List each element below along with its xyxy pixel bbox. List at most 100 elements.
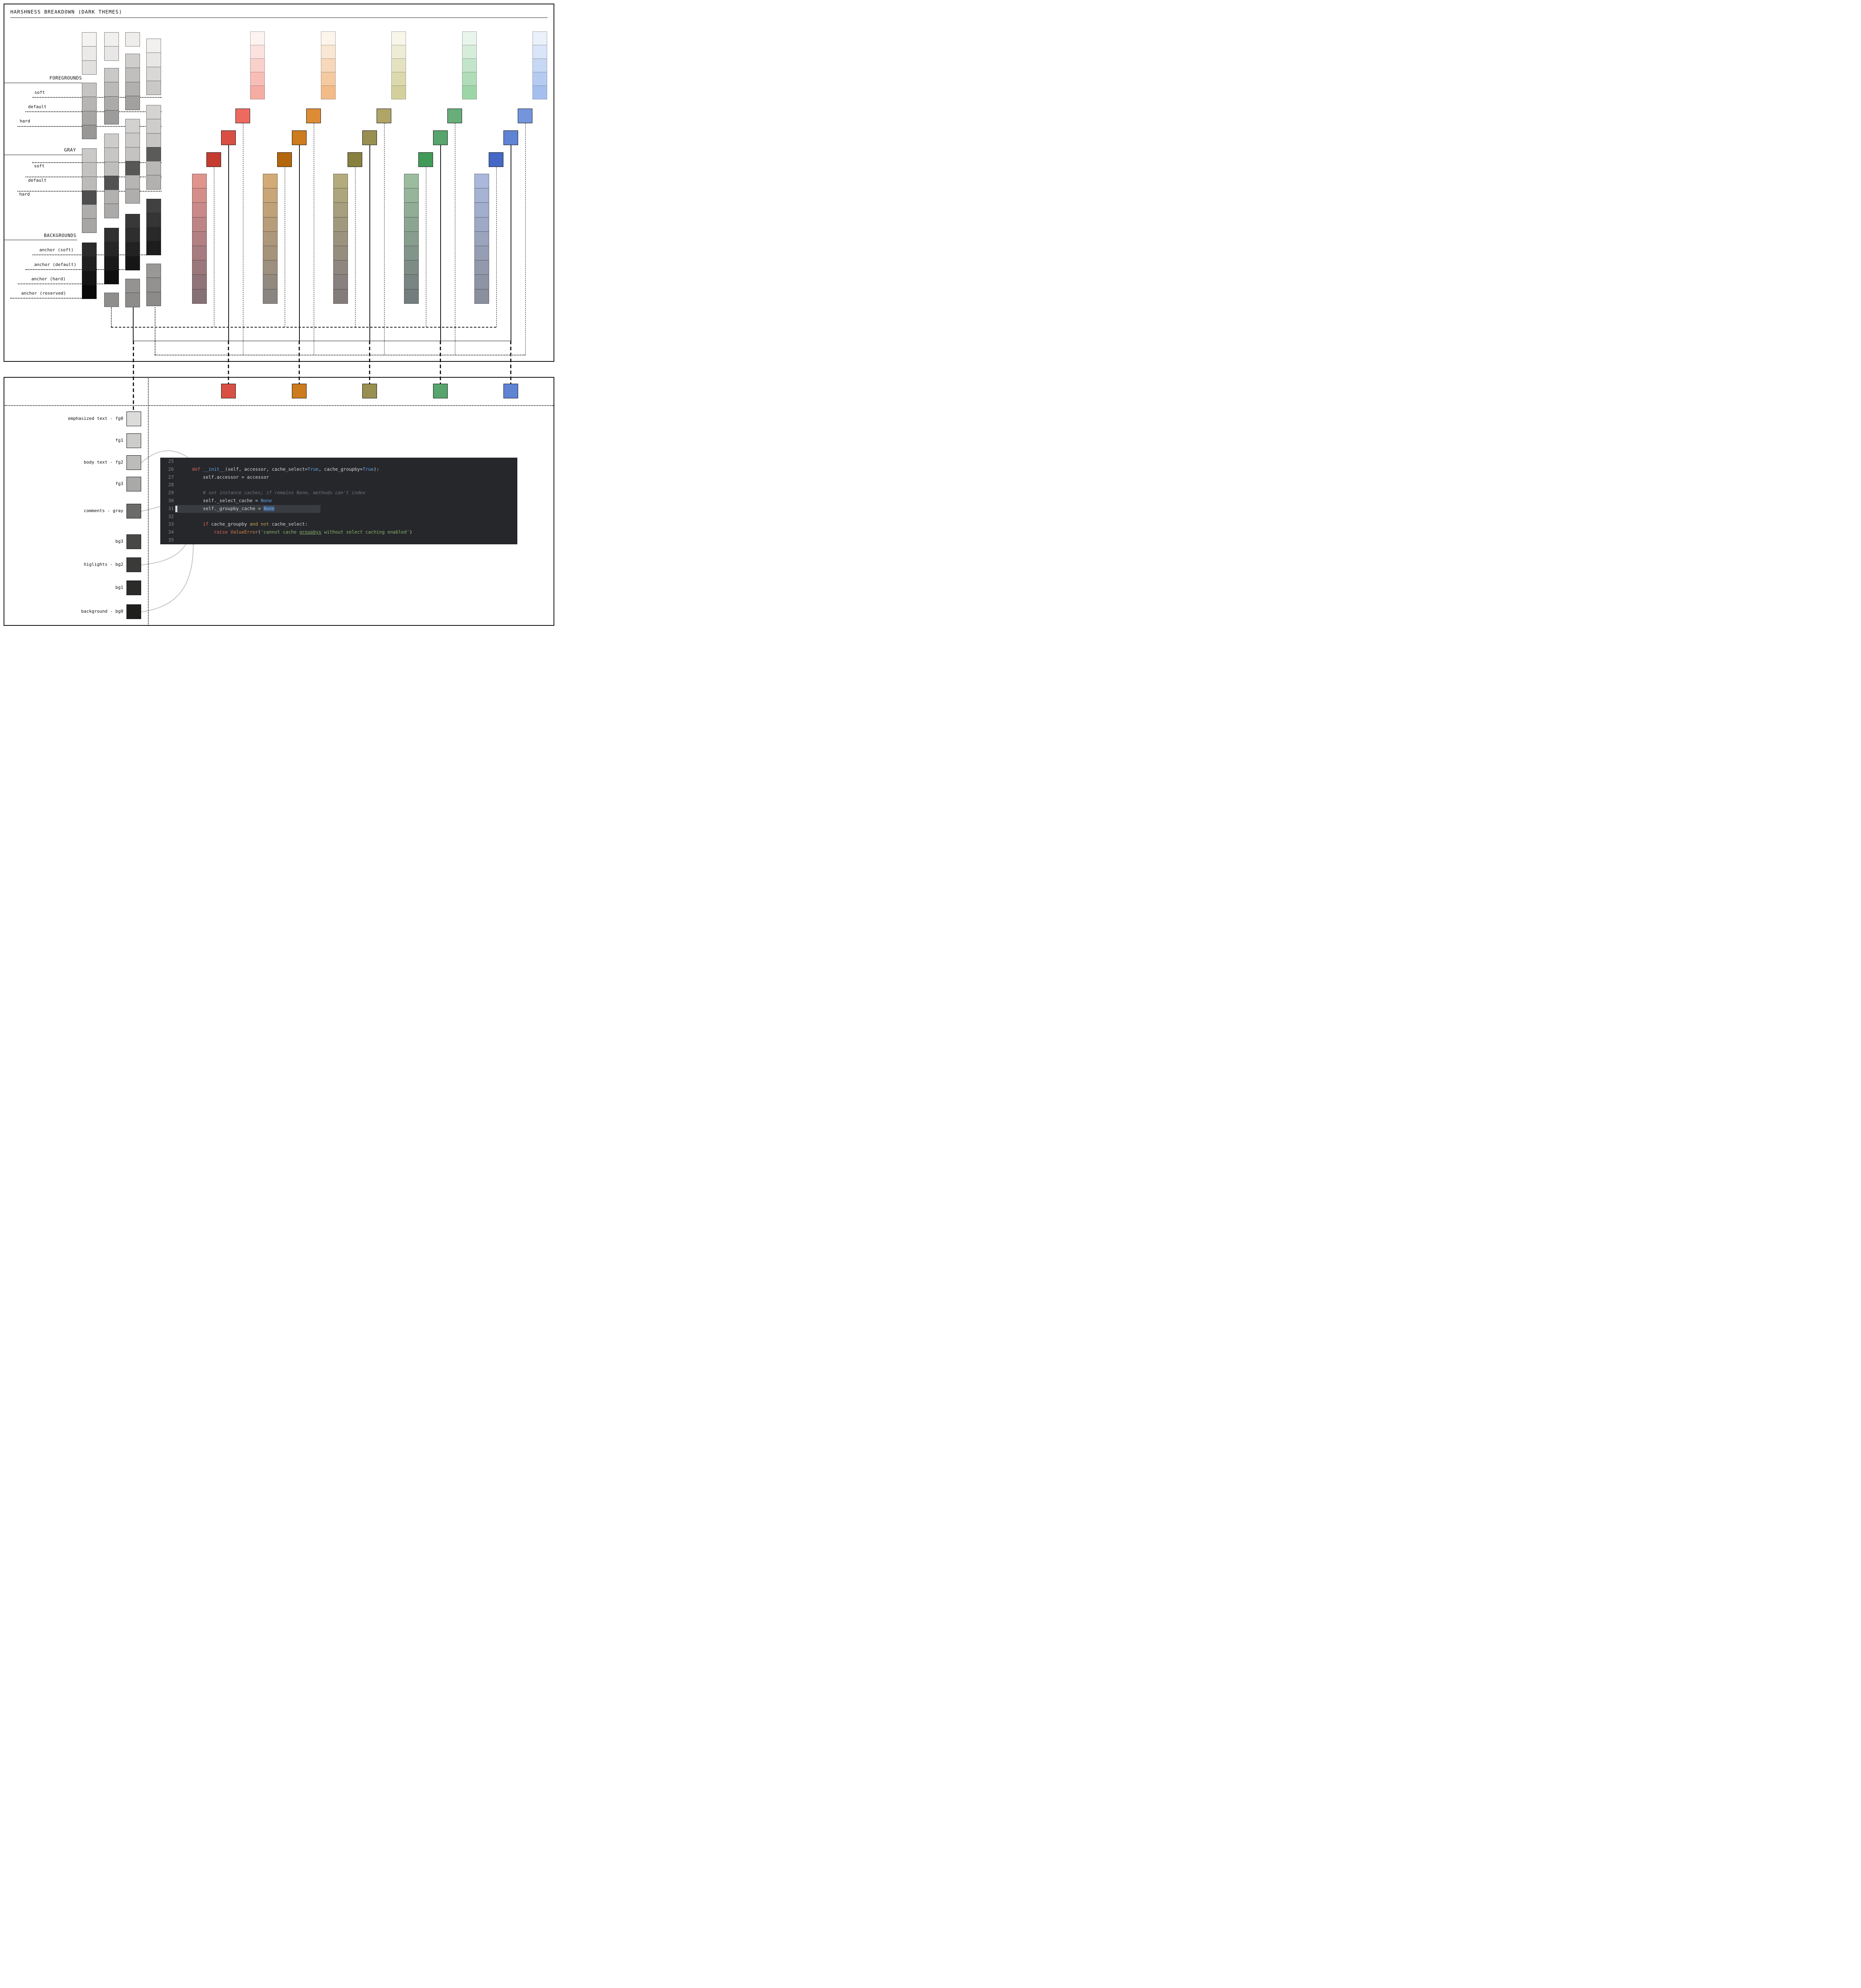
legend-label: higlights - bg2 — [84, 562, 123, 567]
gray-cell — [125, 256, 140, 271]
text-cursor — [175, 505, 177, 512]
pastel-cell — [391, 72, 406, 86]
gray-column-3-group — [125, 214, 140, 271]
gray-cell — [104, 204, 119, 218]
gray-column-3-group — [125, 279, 140, 307]
code-token: raise — [181, 529, 231, 535]
gray-cell — [146, 291, 161, 306]
code-token: cache_select: — [272, 521, 308, 527]
drop-default-dash-red — [228, 341, 229, 384]
gray-cell — [125, 54, 140, 68]
swatch-orange-default — [292, 130, 307, 145]
pastel-cell — [532, 72, 547, 86]
code-line: 32 — [160, 513, 517, 521]
gray-column-1-group — [82, 243, 97, 299]
gray-cell — [146, 161, 161, 176]
gray-cell — [104, 148, 119, 162]
gray-cell — [82, 204, 97, 219]
legend-swatch-fg3 — [126, 477, 141, 491]
pastel-ramp-blue — [532, 31, 547, 99]
swatch-blue-hard — [489, 152, 503, 167]
pastel-cell — [250, 85, 265, 99]
code-line: 25 — [160, 458, 517, 466]
pastel-cell — [462, 58, 477, 72]
code-line: 35 — [160, 536, 517, 544]
muted-cell — [474, 260, 489, 275]
legend-label: fg1 — [115, 438, 123, 443]
code-token: groupbys — [299, 529, 322, 535]
swatch-red-hard — [206, 152, 221, 167]
line-number: 25 — [168, 458, 174, 464]
section-header-gray: GRAY — [64, 147, 76, 153]
gray-col3-drop — [133, 307, 134, 341]
drop-default-dash-blue — [510, 341, 511, 384]
line-number: 32 — [168, 513, 174, 519]
muted-cell — [474, 289, 489, 304]
muted-cell — [474, 202, 489, 217]
gray-cell — [146, 227, 161, 241]
drop-hard-blue — [496, 167, 497, 327]
legend-swatch-bg2 — [126, 557, 141, 572]
muted-cell — [474, 231, 489, 246]
pastel-ramp-olive — [391, 31, 406, 99]
swatch-blue-soft — [518, 109, 532, 123]
code-line: 26 def __init__(self, accessor, cache_se… — [160, 466, 517, 474]
pastel-cell — [250, 45, 265, 59]
gray-cell — [146, 66, 161, 81]
muted-cell — [333, 231, 348, 246]
pastel-cell — [532, 58, 547, 72]
legend-swatch-fg1 — [126, 433, 141, 448]
code-token: , cache_groupby= — [319, 466, 363, 472]
gray-cell — [104, 134, 119, 148]
muted-cell — [404, 274, 419, 289]
code-token: None — [260, 497, 272, 503]
gray-cell — [82, 46, 97, 61]
bottom-swatch-olive — [362, 384, 377, 398]
pastel-cell — [462, 72, 477, 86]
gray-cell — [104, 32, 119, 47]
pastel-cell — [391, 45, 406, 59]
pastel-ramp-red — [250, 31, 265, 99]
gray-column-2-group — [104, 32, 119, 61]
bottom-swatch-blue — [503, 384, 518, 398]
page-title: HARSHNESS BREAKDOWN (DARK THEMES) — [10, 9, 122, 15]
gray-cell — [82, 270, 97, 285]
section-header-backgrounds: BACKGROUNDS — [44, 233, 76, 238]
code-token: (self, accessor, cache_select= — [225, 466, 308, 472]
gray-cell — [125, 147, 140, 161]
gray-column-1-group — [82, 83, 97, 140]
code-token: and not — [250, 521, 272, 527]
gray-column-3-group — [125, 119, 140, 204]
gray-column-4-group — [146, 105, 161, 190]
section-header-foregrounds: FOREGROUNDS — [49, 75, 82, 81]
line-number: 34 — [168, 529, 174, 535]
bottom-swatch-red — [221, 384, 236, 398]
line-number: 28 — [168, 482, 174, 488]
pastel-cell — [462, 85, 477, 99]
muted-cell — [404, 174, 419, 189]
muted-cell — [474, 188, 489, 203]
gray-cell — [146, 105, 161, 120]
gray-col2-drop — [111, 307, 112, 327]
gray-cell — [104, 228, 119, 243]
drop-default-dash-orange — [299, 341, 300, 384]
code-token: 'cannot cache — [260, 529, 299, 535]
gray-cell — [104, 161, 119, 176]
drop-default-red — [228, 145, 229, 341]
code-line: 34 raise ValueError('cannot cache groupb… — [160, 528, 517, 536]
code-line: 33 if cache_groupby and not cache_select… — [160, 520, 517, 528]
gray-cell — [82, 60, 97, 75]
gray-cell — [125, 293, 140, 307]
drop-default-olive — [369, 145, 370, 341]
gray-cell — [82, 190, 97, 205]
top-panel — [4, 4, 554, 362]
bottom-panel — [4, 377, 554, 626]
muted-cell — [404, 202, 419, 217]
gray-cell — [104, 270, 119, 285]
pastel-ramp-orange — [321, 31, 336, 99]
title-underline — [10, 17, 548, 18]
gray-cell — [104, 175, 119, 190]
pastel-cell — [321, 45, 336, 59]
level-label: default — [28, 104, 47, 109]
muted-cell — [192, 245, 207, 261]
